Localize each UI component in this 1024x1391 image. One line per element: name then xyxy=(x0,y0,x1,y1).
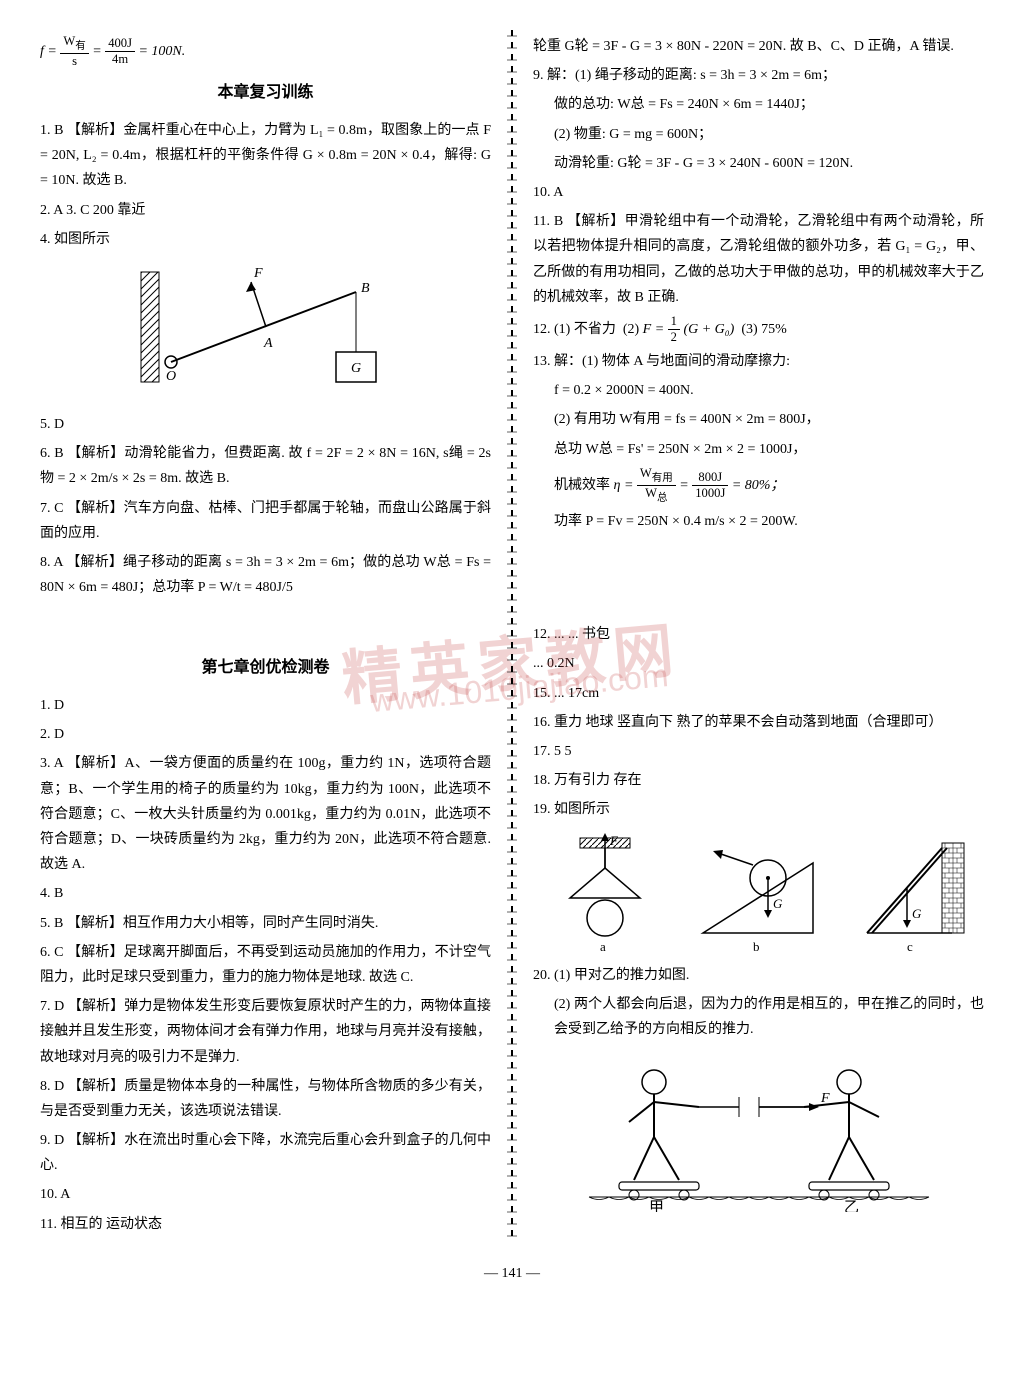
r10: 10. A xyxy=(533,180,984,205)
force-diagrams: F a G b G xyxy=(533,833,984,953)
diagram-a: F a xyxy=(550,833,660,953)
svg-text:甲: 甲 xyxy=(649,1200,664,1212)
r12: 12. (1) 不省力 (2) F = 12 (G + G₀) (3) 75% xyxy=(533,314,984,345)
r13c: (2) 有用功 W有用 = fs = 400N × 2m = 800J， xyxy=(533,407,984,432)
s2-q10: 10. A xyxy=(40,1182,491,1207)
svg-text:F: F xyxy=(609,833,619,848)
r2-19: 19. 如图所示 xyxy=(533,797,984,822)
q8: 8. A 【解析】绳子移动的距离 s = 3h = 3 × 2m = 6m；做的… xyxy=(40,550,491,600)
r9b: 做的总功: W总 = Fs = 240N × 6m = 1440J； xyxy=(533,92,984,117)
q1: 1. B 【解析】金属杆重心在中心上，力臂为 L₁ = 0.8m，取图象上的一点… xyxy=(40,118,491,194)
svg-text:F: F xyxy=(253,266,263,281)
diagram-b: G b xyxy=(693,833,823,953)
svg-text:乙: 乙 xyxy=(844,1200,859,1212)
r1: 轮重 G轮 = 3F - G = 3 × 80N - 220N = 20N. 故… xyxy=(533,34,984,59)
two-people-diagram: 甲 乙 F xyxy=(579,1052,939,1212)
s2-q8: 8. D 【解析】质量是物体本身的一种属性，与物体所含物质的多少有关，与是否受到… xyxy=(40,1074,491,1124)
section2-title: 第七章创优检测卷 xyxy=(40,654,491,683)
svg-text:F: F xyxy=(820,1091,830,1106)
svg-text:b: b xyxy=(753,939,760,953)
r9: 9. 解：(1) 绳子移动的距离: s = 3h = 3 × 2m = 6m； xyxy=(533,63,984,88)
q6: 6. B 【解析】动滑轮能省力，但费距离. 故 f = 2F = 2 × 8N … xyxy=(40,441,491,491)
r11: 11. B 【解析】甲滑轮组中有一个动滑轮，乙滑轮组中有两个动滑轮，所以若把物体… xyxy=(533,209,984,310)
s2-q11: 11. 相互的 运动状态 xyxy=(40,1212,491,1237)
s2-q3: 3. A 【解析】A、一袋方便面的质量约在 100g，重力约 1N，选项符合题意… xyxy=(40,751,491,877)
r13f: 功率 P = Fv = 250N × 0.4 m/s × 2 = 200W. xyxy=(533,509,984,534)
q5: 5. D xyxy=(40,412,491,437)
q7: 7. C 【解析】汽车方向盘、枯棒、门把手都属于轮轴，而盘山公路属于斜面的应用. xyxy=(40,496,491,546)
r13e: 机械效率 η = W有用W总 = 800J1000J = 80%； xyxy=(533,466,984,505)
r2-20: 20. (1) 甲对乙的推力如图. xyxy=(533,963,984,988)
r2-18: 18. 万有引力 存在 xyxy=(533,768,984,793)
section1-title: 本章复习训练 xyxy=(40,79,491,108)
svg-text:A: A xyxy=(263,336,273,351)
left-column: f = W有s = 400J4m = 100N. 本章复习训练 1. B 【解析… xyxy=(40,30,491,1241)
s2-q5: 5. B 【解析】相互作用力大小相等，同时产生同时消失. xyxy=(40,911,491,936)
svg-text:O: O xyxy=(166,369,176,384)
svg-text:a: a xyxy=(600,939,606,953)
page-container: 精英家教网 www.1010jiajiao.com f = W有s = 400J… xyxy=(40,30,984,1241)
r9d: 动滑轮重: G轮 = 3F - G = 3 × 240N - 600N = 12… xyxy=(533,151,984,176)
q4: 4. 如图所示 xyxy=(40,227,491,252)
r2-17: 17. 5 5 xyxy=(533,739,984,764)
r2-13: ... 0.2N xyxy=(533,651,984,676)
svg-text:B: B xyxy=(361,281,370,296)
column-divider xyxy=(511,30,513,1241)
r13b: f = 0.2 × 2000N = 400N. xyxy=(533,378,984,403)
page-number: — 141 — xyxy=(40,1261,984,1286)
svg-text:c: c xyxy=(907,939,913,953)
top-formula: f = W有s = 400J4m = 100N. xyxy=(40,34,491,69)
s2-q2: 2. D xyxy=(40,722,491,747)
r13: 13. 解：(1) 物体 A 与地面间的滑动摩擦力: xyxy=(533,349,984,374)
r2-20b: (2) 两个人都会向后退，因为力的作用是相互的，甲在推乙的同时，也会受到乙给予的… xyxy=(533,992,984,1042)
r2-15: 15. ... 17cm xyxy=(533,681,984,706)
s2-q6: 6. C 【解析】足球离开脚面后，不再受到运动员施加的作用力，不计空气阻力，此时… xyxy=(40,940,491,990)
r13d: 总功 W总 = Fs' = 250N × 2m × 2 = 1000J， xyxy=(533,437,984,462)
s2-q7: 7. D 【解析】弹力是物体发生形变后要恢复原状时产生的力，两物体直接接触并且发… xyxy=(40,994,491,1070)
s2-q4: 4. B xyxy=(40,881,491,906)
right-column: 轮重 G轮 = 3F - G = 3 × 80N - 220N = 20N. 故… xyxy=(533,30,984,1241)
r9c: (2) 物重: G = mg = 600N； xyxy=(533,122,984,147)
s2-q9: 9. D 【解析】水在流出时重心会下降，水流完后重心会升到盒子的几何中心. xyxy=(40,1128,491,1178)
svg-text:G: G xyxy=(912,906,922,921)
s2-q1: 1. D xyxy=(40,693,491,718)
r2-16: 16. 重力 地球 竖直向下 熟了的苹果不会自动落到地面（合理即可） xyxy=(533,710,984,735)
svg-text:G: G xyxy=(351,361,361,376)
r2-12: 12. ... ... 书包 xyxy=(533,622,984,647)
q2: 2. A 3. C 200 靠近 xyxy=(40,198,491,223)
lever-diagram: O A B F G xyxy=(136,262,396,402)
svg-text:G: G xyxy=(773,896,783,911)
diagram-c: G c xyxy=(857,833,967,953)
